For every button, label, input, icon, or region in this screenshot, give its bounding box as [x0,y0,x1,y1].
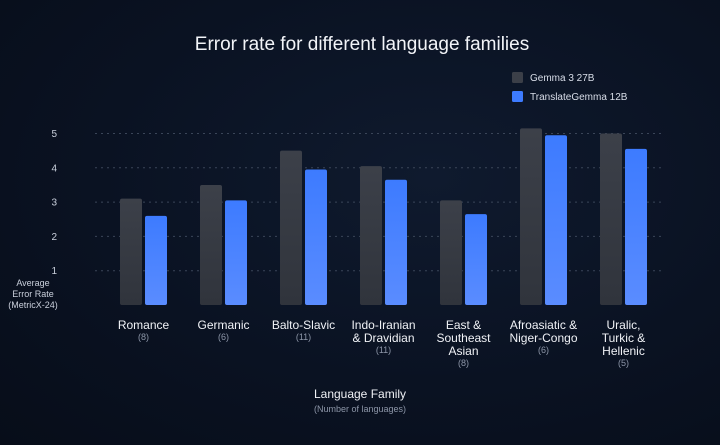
category-label: Romance [118,318,170,332]
bar-translategemma-12b [545,135,567,305]
legend: Gemma 3 27B TranslateGemma 12B [512,72,628,103]
category-count: (5) [618,358,629,368]
category-label: Niger-Congo [509,331,577,345]
category-label: Indo-Iranian [351,318,415,332]
bar-gemma-3-27b [440,200,462,305]
category-count: (8) [458,358,469,368]
chart-title: Error rate for different language famili… [195,34,529,55]
category-count: (8) [138,332,149,342]
category-label: Germanic [197,318,249,332]
bar-translategemma-12b [465,214,487,305]
category-label: & Dravidian [352,331,414,345]
bar-gemma-3-27b [120,198,142,305]
category-label: Afroasiatic & [510,318,577,332]
x-axis-sublabel: (Number of languages) [314,404,406,414]
category-label: Uralic, [606,318,640,332]
bar-translategemma-12b [625,148,647,305]
y-axis-label-line: Average [16,278,49,288]
bar-translategemma-12b [385,179,407,305]
y-tick-label: 5 [51,129,57,140]
category-label: Asian [448,344,478,358]
category-labels: Romance(8)Germanic(6)Balto-Slavic(11)Ind… [118,318,645,368]
bar-gemma-3-27b [200,184,222,305]
category-count: (11) [296,332,311,342]
category-count: (11) [376,345,391,355]
y-tick-label: 1 [51,266,57,277]
bars [120,128,647,305]
category-count: (6) [218,332,229,342]
bar-gemma-3-27b [280,150,302,305]
category-count: (6) [538,345,549,355]
bar-translategemma-12b [145,215,167,305]
legend-label: TranslateGemma 12B [530,92,628,103]
y-axis-ticks: 1 2 3 4 5 [51,129,57,277]
gridlines [95,133,665,272]
legend-swatch-gemma [512,72,523,83]
y-tick-label: 3 [51,198,57,209]
category-label: Balto-Slavic [272,318,335,332]
x-axis-label: Language Family [314,387,406,401]
category-label: Turkic & [602,331,646,345]
bar-translategemma-12b [225,200,247,305]
y-axis-label-line: Error Rate [12,289,54,299]
y-tick-label: 2 [51,232,57,243]
legend-swatch-translategemma [512,91,523,102]
legend-label: Gemma 3 27B [530,73,595,84]
category-label: Southeast [436,331,491,345]
bar-gemma-3-27b [600,133,622,305]
y-axis-label-line: (MetricX-24) [8,300,58,310]
y-tick-label: 4 [51,163,57,174]
category-label: East & [446,318,481,332]
bar-gemma-3-27b [360,166,382,305]
bar-gemma-3-27b [520,128,542,305]
category-label: Hellenic [602,344,645,358]
bar-translategemma-12b [305,169,327,305]
